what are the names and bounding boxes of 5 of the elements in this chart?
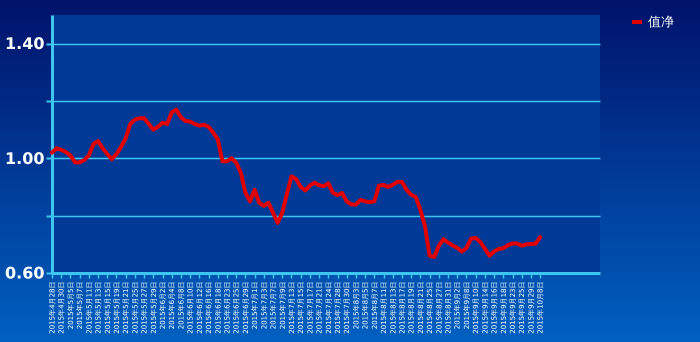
y-tick-label: 1.40 (5, 34, 44, 54)
y-tick-label: 0.60 (5, 264, 44, 282)
legend-label: 值净 (648, 15, 674, 30)
y-tick-label: 1.00 (5, 148, 44, 168)
line-series (50, 108, 542, 259)
